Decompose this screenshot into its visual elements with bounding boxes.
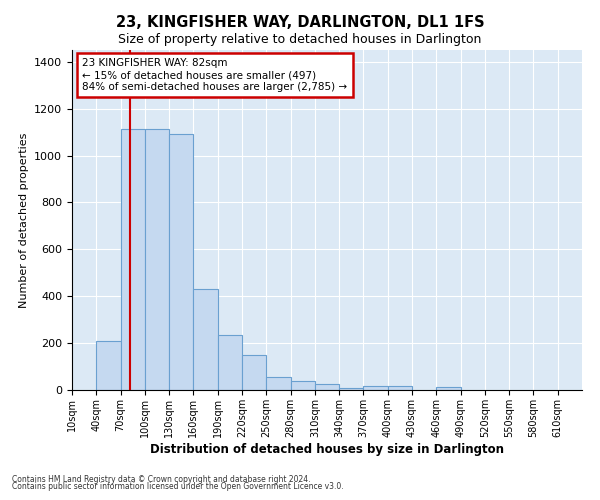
Bar: [96, 341, 121, 390]
Text: Size of property relative to detached houses in Darlington: Size of property relative to detached ho…: [118, 32, 482, 46]
Bar: [169, 134, 193, 390]
Bar: [339, 388, 364, 390]
Bar: [388, 386, 412, 390]
Bar: [242, 355, 266, 390]
Bar: [436, 387, 461, 390]
Bar: [315, 384, 339, 390]
Text: 23, KINGFISHER WAY, DARLINGTON, DL1 1FS: 23, KINGFISHER WAY, DARLINGTON, DL1 1FS: [116, 15, 484, 30]
Text: Contains HM Land Registry data © Crown copyright and database right 2024.: Contains HM Land Registry data © Crown c…: [12, 475, 311, 484]
Bar: [290, 381, 315, 390]
Text: Contains public sector information licensed under the Open Government Licence v3: Contains public sector information licen…: [12, 482, 344, 491]
Y-axis label: Number of detached properties: Number of detached properties: [19, 132, 29, 308]
Bar: [218, 335, 242, 390]
Bar: [193, 289, 218, 390]
Bar: [364, 386, 388, 390]
Bar: [145, 128, 169, 390]
Bar: [121, 128, 145, 390]
Text: 23 KINGFISHER WAY: 82sqm
← 15% of detached houses are smaller (497)
84% of semi-: 23 KINGFISHER WAY: 82sqm ← 15% of detach…: [82, 58, 347, 92]
Bar: [266, 376, 290, 390]
X-axis label: Distribution of detached houses by size in Darlington: Distribution of detached houses by size …: [150, 442, 504, 456]
